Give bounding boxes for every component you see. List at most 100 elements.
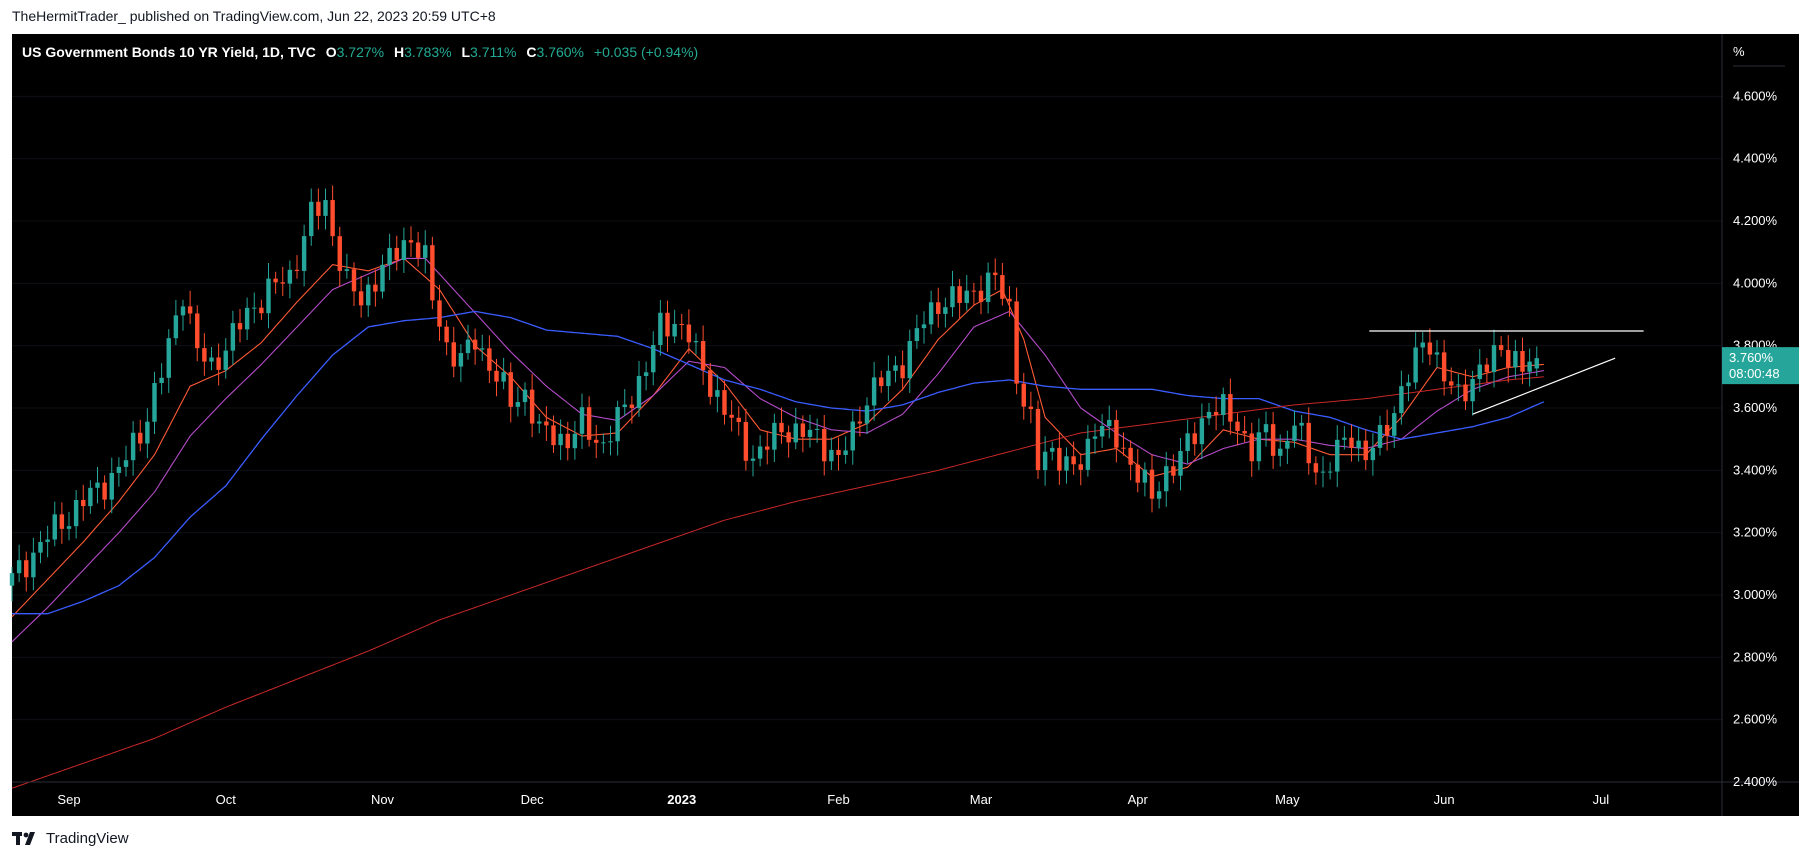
candle-body (1434, 352, 1440, 355)
candle-body (586, 407, 592, 440)
candle-body (1242, 430, 1247, 434)
candle-body (1092, 436, 1098, 439)
candle-body (465, 339, 471, 354)
candle-body (244, 307, 250, 330)
tradingview-logo-icon (12, 831, 35, 845)
candle-body (1249, 433, 1254, 462)
candle-body (209, 357, 214, 362)
high-value: 3.783% (404, 44, 452, 60)
candle-body (914, 328, 920, 342)
candle-body (636, 375, 642, 409)
candle-body (1470, 378, 1475, 402)
candle-body (1042, 451, 1048, 471)
candle-body (415, 242, 421, 258)
candle-body (993, 272, 998, 276)
candle-body (893, 365, 898, 371)
candle-body (779, 422, 784, 433)
price-tick-label: 2.800% (1733, 649, 1778, 664)
candle-body (829, 449, 834, 462)
candle-body (679, 324, 684, 326)
candle-body (1491, 345, 1497, 373)
candle-body (786, 432, 791, 443)
candle-body (159, 377, 164, 383)
candle-body (1156, 491, 1162, 499)
candle-body (686, 324, 692, 343)
price-tick-label: 4.600% (1733, 88, 1778, 103)
price-tick-label: 4.400% (1733, 151, 1778, 166)
candle-body (173, 315, 179, 339)
candle-body (1007, 298, 1012, 302)
price-tick-label: 3.200% (1733, 525, 1778, 540)
price-tick-label: 4.000% (1733, 275, 1778, 290)
candle-body (316, 201, 321, 216)
candle-body (1057, 447, 1062, 471)
candle-body (1178, 450, 1183, 476)
candle-body (366, 284, 371, 306)
candle-body (1449, 381, 1454, 386)
candle-body (529, 389, 535, 424)
candle-body (750, 458, 756, 461)
candle-body (73, 499, 79, 527)
low-label: L (461, 44, 471, 60)
candle-body (1463, 384, 1468, 402)
candle-body (1050, 447, 1055, 452)
candle-body (38, 541, 43, 553)
candle-body (1513, 351, 1518, 368)
candle-body (301, 236, 307, 271)
candle-body (978, 290, 984, 302)
candle-body (1441, 352, 1447, 382)
candle-body (515, 402, 521, 407)
candle-body (487, 348, 492, 371)
candle-body (943, 307, 948, 314)
candle-body (1498, 345, 1504, 350)
candle-body (16, 560, 22, 574)
candle-body (145, 421, 150, 444)
candle-body (1363, 440, 1368, 461)
candle-body (537, 421, 542, 424)
candle-body (807, 429, 813, 437)
candle-body (1349, 437, 1354, 448)
candle-body (1520, 351, 1525, 372)
candle-body (1235, 421, 1240, 431)
candle-body (280, 282, 285, 284)
candle-body (287, 269, 293, 284)
chart-panel[interactable] (12, 34, 1799, 816)
candle-body (700, 341, 706, 371)
candle-body (1306, 422, 1311, 464)
candle-body (1427, 342, 1433, 355)
last-price-value: 3.760% (1729, 350, 1774, 365)
candle-body (1278, 448, 1283, 456)
candle-body (423, 245, 428, 258)
candle-body (252, 307, 257, 309)
candle-body (601, 442, 606, 444)
tradingview-footer[interactable]: TradingView (12, 830, 129, 847)
candle-body (1392, 413, 1397, 436)
candle-body (857, 421, 863, 424)
candle-body (1171, 466, 1176, 476)
candle-body (9, 573, 15, 586)
candle-body (1270, 424, 1276, 456)
time-tick-label: May (1275, 792, 1300, 807)
symbol-legend[interactable]: US Government Bonds 10 YR Yield, 1D, TVC… (22, 44, 698, 60)
candle-body (921, 324, 927, 329)
candle-body (1185, 433, 1190, 451)
candle-body (558, 433, 563, 446)
candle-body (1384, 425, 1390, 436)
candle-body (1534, 358, 1539, 369)
candle-body (187, 306, 193, 314)
candle-body (344, 269, 350, 271)
candle-body (722, 390, 727, 415)
candle-body (793, 423, 798, 443)
candle-body (1484, 364, 1490, 373)
candle-body (608, 441, 613, 443)
time-axis: Sep Oct Nov Dec 2023 Feb Mar Apr May Jun Jul (57, 792, 1609, 807)
candle-body (472, 339, 478, 350)
candle-body (380, 264, 385, 292)
candle-body (800, 423, 806, 437)
candle-body (116, 466, 122, 473)
candle-body (957, 286, 962, 303)
candle-body (1128, 447, 1133, 465)
last-price-badge[interactable]: 3.760% 08:00:48 (1722, 347, 1799, 385)
candle-body (1000, 275, 1005, 299)
